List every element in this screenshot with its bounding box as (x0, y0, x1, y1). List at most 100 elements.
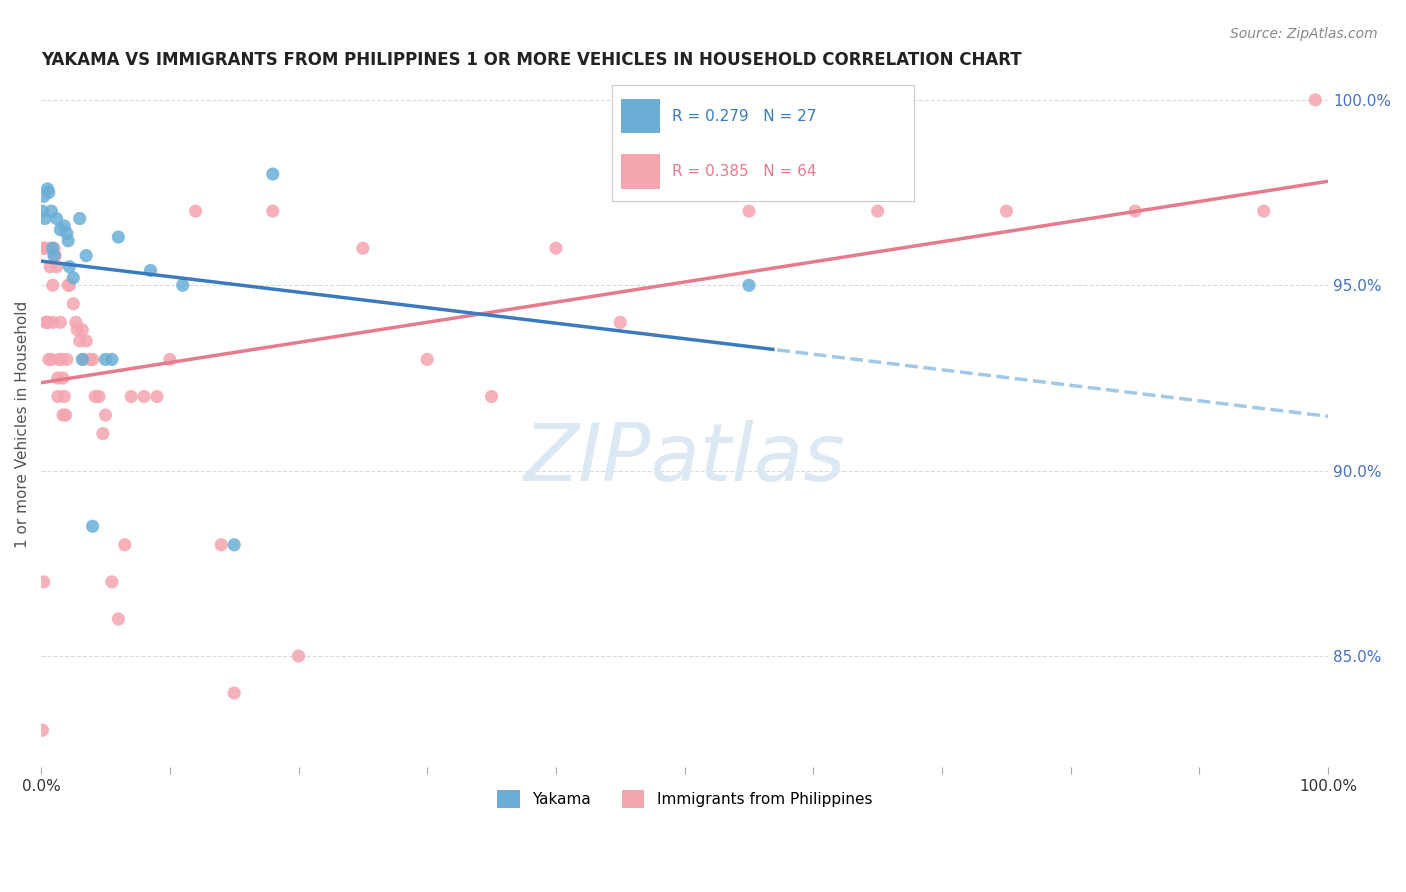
Point (58, 278, 80, 293)
Point (41, 278, 63, 293)
Point (146, 389, 169, 403)
Point (53, 219, 76, 233)
Point (49, 222, 72, 236)
Y-axis label: 1 or more Vehicles in Household: 1 or more Vehicles in Household (15, 301, 30, 548)
Point (94, 408, 117, 422)
Point (224, 538, 246, 552)
Text: Source: ZipAtlas.com: Source: ZipAtlas.com (1230, 27, 1378, 41)
Point (101, 574, 124, 589)
Point (42, 241, 65, 255)
Point (262, 204, 284, 219)
Point (46, 389, 69, 403)
Point (1123, 204, 1146, 219)
Point (37, 182, 59, 196)
Point (32, 574, 55, 589)
Point (62, 297, 84, 311)
Point (1303, 93, 1326, 107)
FancyBboxPatch shape (620, 99, 659, 134)
FancyBboxPatch shape (620, 154, 659, 189)
Point (101, 352, 124, 367)
Point (132, 389, 155, 403)
Point (38, 352, 60, 367)
Point (38, 186, 60, 200)
Point (544, 241, 567, 255)
Point (184, 204, 207, 219)
Point (51, 352, 73, 367)
Point (62, 270, 84, 285)
Point (45, 260, 67, 274)
Point (32, 189, 55, 203)
Point (738, 204, 761, 219)
Text: YAKAMA VS IMMIGRANTS FROM PHILIPPINES 1 OR MORE VEHICLES IN HOUSEHOLD CORRELATIO: YAKAMA VS IMMIGRANTS FROM PHILIPPINES 1 … (41, 51, 1022, 69)
Point (52, 371, 75, 385)
Point (1253, 204, 1275, 219)
Point (41, 241, 63, 255)
Point (41, 204, 63, 219)
Point (352, 241, 374, 255)
Point (55, 408, 77, 422)
Point (34, 241, 56, 255)
Point (79, 352, 101, 367)
Point (481, 389, 503, 403)
Point (45, 211, 67, 226)
Point (56, 227, 79, 241)
Point (56, 234, 79, 248)
Text: R = 0.279   N = 27: R = 0.279 N = 27 (672, 109, 817, 124)
Point (53, 389, 76, 403)
Legend: Yakama, Immigrants from Philippines: Yakama, Immigrants from Philippines (491, 784, 879, 814)
Point (91, 426, 114, 441)
Point (56, 278, 79, 293)
Text: R = 0.385   N = 64: R = 0.385 N = 64 (672, 164, 817, 179)
Point (48, 352, 70, 367)
Point (44, 249, 66, 263)
Point (69, 211, 91, 226)
Point (107, 230, 129, 244)
Point (172, 278, 194, 293)
Point (84, 389, 107, 403)
Point (139, 263, 162, 277)
Point (75, 249, 97, 263)
Point (94, 352, 117, 367)
Point (738, 278, 761, 293)
Point (56, 352, 79, 367)
Point (262, 167, 284, 181)
Point (866, 204, 889, 219)
Point (159, 352, 181, 367)
Point (69, 334, 91, 348)
Point (75, 334, 97, 348)
Point (58, 260, 80, 274)
Point (42, 249, 65, 263)
Point (65, 315, 87, 329)
Point (72, 352, 94, 367)
Point (46, 371, 69, 385)
Point (41, 315, 63, 329)
Point (35, 315, 58, 329)
Point (41, 352, 63, 367)
Point (82, 352, 104, 367)
Point (72, 352, 94, 367)
Point (107, 612, 129, 626)
Point (995, 204, 1018, 219)
Point (37, 315, 59, 329)
Point (34, 211, 56, 226)
Point (49, 315, 72, 329)
Text: ZIPatlas: ZIPatlas (523, 419, 845, 498)
Point (31, 204, 53, 219)
Point (224, 686, 246, 700)
Point (66, 323, 89, 337)
Point (39, 241, 62, 255)
Point (120, 389, 142, 403)
Point (416, 352, 439, 367)
Point (287, 648, 309, 663)
Point (209, 538, 232, 552)
Point (82, 519, 104, 533)
Point (52, 408, 75, 422)
Point (72, 323, 94, 337)
Point (87, 389, 110, 403)
Point (32, 241, 55, 255)
Point (609, 315, 631, 329)
Point (39, 260, 62, 274)
Point (35, 315, 58, 329)
Point (31, 723, 53, 738)
Point (114, 538, 136, 552)
